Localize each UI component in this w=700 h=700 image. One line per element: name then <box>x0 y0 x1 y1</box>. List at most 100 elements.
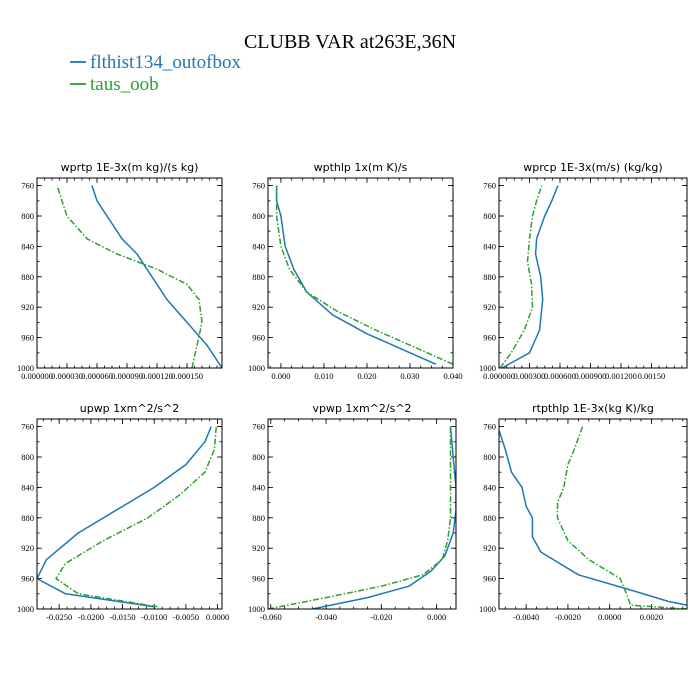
x-tick-label: 0.030 <box>400 371 419 381</box>
y-tick-label: 760 <box>483 181 496 191</box>
x-tick-label: 0.0000 <box>598 612 621 622</box>
series-line-flthist134 <box>275 185 437 365</box>
y-tick-label: 840 <box>483 482 496 492</box>
x-tick-label: 0.000300 <box>514 371 546 381</box>
x-tick-label: 0.000900 <box>575 371 607 381</box>
y-tick-label: 760 <box>252 181 265 191</box>
series-line-taus-oob <box>56 185 203 368</box>
x-tick-label: 0.001200 <box>605 371 637 381</box>
x-tick-label: 0.0000 <box>206 612 229 622</box>
legend: flthist134_outofbox taus_oob <box>70 52 241 95</box>
subplot-2: wpthlp 1x(m K)/s 760 800 840 880 920 960 1000 0.… <box>248 161 463 381</box>
x-tick-label: -0.0020 <box>555 612 581 622</box>
y-tick-label: 960 <box>483 574 496 584</box>
series-line-flthist134 <box>499 430 687 606</box>
y-tick-label: 1000 <box>479 604 496 614</box>
x-tick-label: -0.060 <box>260 612 282 622</box>
series-line-taus-oob <box>556 426 687 609</box>
x-tick-label: 0.000090 <box>111 371 143 381</box>
x-tick-label: -0.020 <box>370 612 392 622</box>
y-tick-label: 880 <box>21 272 34 282</box>
y-tick-label: 800 <box>252 211 265 221</box>
series-line-flthist134 <box>501 185 559 368</box>
x-tick-label: -0.0040 <box>513 612 539 622</box>
plot-frame <box>498 177 688 369</box>
x-tick-label: -0.040 <box>315 612 337 622</box>
x-tick-label: 0.000060 <box>81 371 113 381</box>
subplot-title: wprtp 1E-3x(m kg)/(s kg) <box>61 161 199 174</box>
y-tick-label: 920 <box>252 543 265 553</box>
y-tick-label: 960 <box>21 574 34 584</box>
x-tick-label: 0.000120 <box>141 371 173 381</box>
x-tick-label: 0.010 <box>314 371 333 381</box>
subplot-6: rtpthlp 1E-3x(kg K)/kg 760 800 840 880 920 960… <box>479 402 688 622</box>
y-tick-label: 840 <box>483 241 496 251</box>
y-tick-label: 960 <box>483 333 496 343</box>
figure-title: CLUBB VAR at263E,36N <box>244 31 456 53</box>
y-tick-label: 960 <box>252 333 265 343</box>
y-tick-label: 840 <box>252 482 265 492</box>
x-tick-label: 0.020 <box>357 371 376 381</box>
x-tick-label: 0.000000 <box>483 371 515 381</box>
plot-frame <box>36 177 223 369</box>
y-tick-label: 880 <box>483 272 496 282</box>
y-tick-label: 920 <box>252 302 265 312</box>
plot-frame <box>498 418 688 610</box>
series-line-taus-oob <box>268 426 452 609</box>
subplot-title: vpwp 1xm^2/s^2 <box>312 402 411 415</box>
y-tick-label: 1000 <box>17 363 34 373</box>
y-tick-label: 880 <box>21 513 34 523</box>
subplot-grid: wprtp 1E-3x(m kg)/(s kg) 760 800 840 880 920 9… <box>17 161 688 622</box>
subplot-4: upwp 1xm^2/s^2 760 800 840 880 920 960 1000 -0.0… <box>17 402 229 622</box>
plot-frame <box>267 177 454 369</box>
y-tick-label: 960 <box>252 574 265 584</box>
y-tick-label: 800 <box>21 452 34 462</box>
y-tick-label: 800 <box>252 452 265 462</box>
subplot-title: wprcp 1E-3x(m/s) (kg/kg) <box>523 161 662 174</box>
y-tick-label: 840 <box>252 241 265 251</box>
x-tick-label: -0.0150 <box>109 612 135 622</box>
x-tick-label: -0.0050 <box>173 612 199 622</box>
series-line-flthist134 <box>37 426 212 608</box>
x-tick-label: -0.0250 <box>46 612 72 622</box>
series-line-flthist134 <box>312 426 456 609</box>
x-tick-label: 0.000 <box>427 612 446 622</box>
series-line-taus-oob <box>499 185 543 368</box>
series-line-flthist134 <box>91 185 222 368</box>
y-tick-label: 920 <box>21 543 34 553</box>
x-tick-label: -0.0100 <box>141 612 167 622</box>
y-tick-label: 800 <box>483 452 496 462</box>
subplot-5: vpwp 1xm^2/s^27608008408809209601000-0.0… <box>248 402 457 622</box>
subplot-1: wprtp 1E-3x(m kg)/(s kg) 760 800 840 880 920 9… <box>17 161 223 381</box>
x-tick-label: 0.000030 <box>51 371 83 381</box>
y-tick-label: 840 <box>21 241 34 251</box>
y-tick-label: 880 <box>252 513 265 523</box>
plot-frame <box>267 418 457 610</box>
x-tick-label: 0.040 <box>443 371 462 381</box>
plot-frame <box>36 418 223 610</box>
x-tick-label: 0.000600 <box>544 371 576 381</box>
series-line-taus-oob <box>55 426 218 608</box>
y-tick-label: 920 <box>483 543 496 553</box>
series-line-taus-oob <box>275 185 453 365</box>
y-tick-label: 760 <box>483 422 496 432</box>
subplot-title: wpthlp 1x(m K)/s <box>314 161 408 174</box>
x-tick-label: 0.000150 <box>171 371 203 381</box>
y-tick-label: 800 <box>21 211 34 221</box>
y-tick-label: 920 <box>483 302 496 312</box>
subplot-title: rtpthlp 1E-3x(kg K)/kg <box>532 402 654 415</box>
y-tick-label: 1000 <box>479 363 496 373</box>
subplot-title: upwp 1xm^2/s^2 <box>80 402 180 415</box>
y-tick-label: 920 <box>21 302 34 312</box>
y-tick-label: 840 <box>21 482 34 492</box>
legend-label-flthist134: flthist134_outofbox <box>90 52 241 73</box>
x-tick-label: 0.00150 <box>638 371 666 381</box>
x-tick-label: 0.000000 <box>21 371 53 381</box>
y-tick-label: 800 <box>483 211 496 221</box>
subplot-3: wprcp 1E-3x(m/s) (kg/kg) 760 800 840 880 920 9… <box>479 161 688 381</box>
y-tick-label: 760 <box>21 181 34 191</box>
legend-label-taus-oob: taus_oob <box>90 74 159 95</box>
x-tick-label: 0.000 <box>271 371 290 381</box>
x-tick-label: -0.0200 <box>78 612 104 622</box>
